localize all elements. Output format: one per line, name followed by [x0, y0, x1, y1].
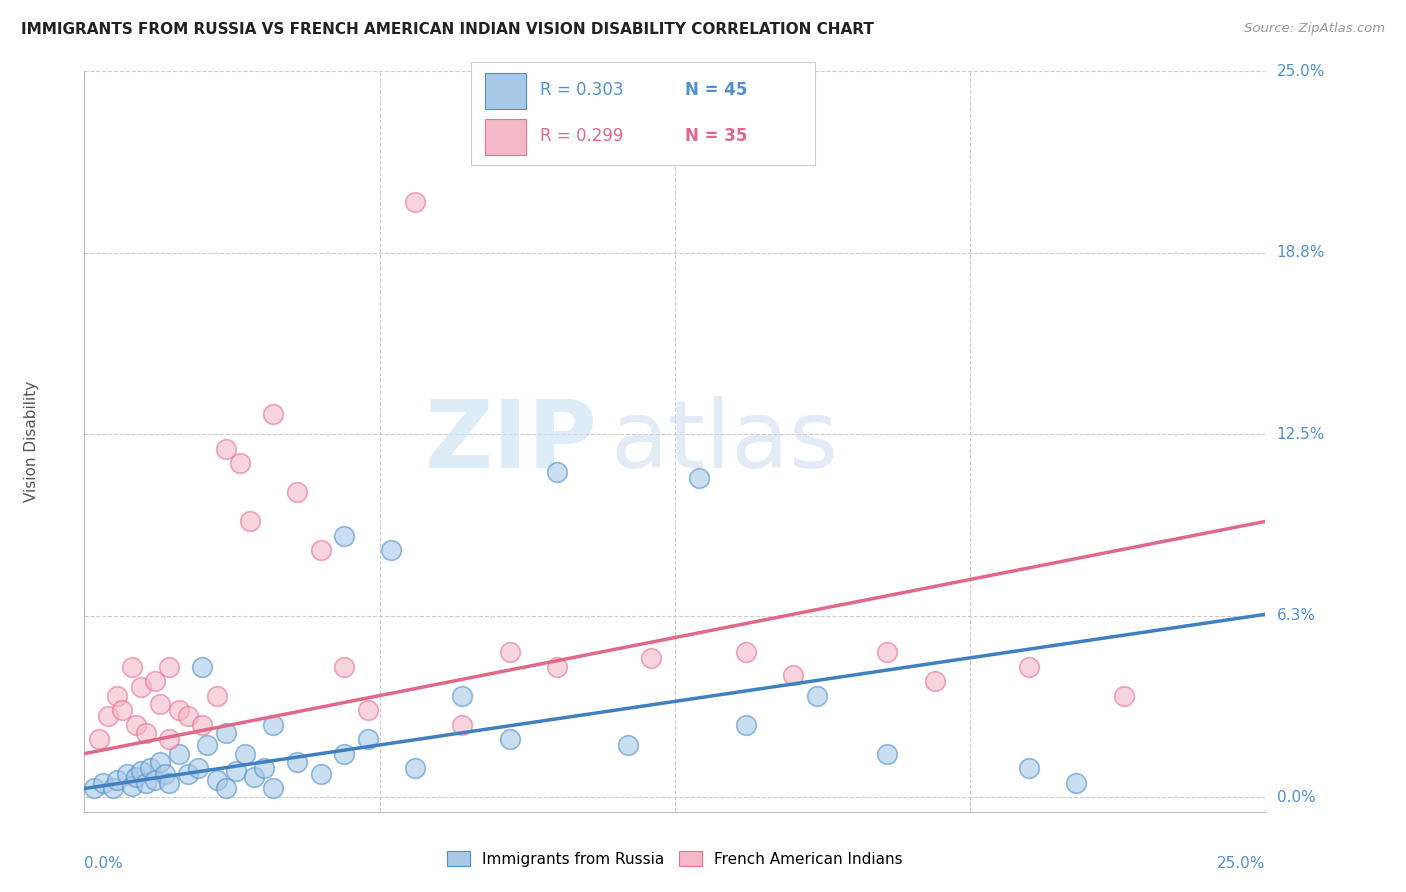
Point: [876, 645, 898, 659]
Point: [1112, 689, 1135, 703]
Point: [149, 698, 172, 712]
Text: R = 0.303: R = 0.303: [540, 81, 623, 99]
Point: [143, 772, 166, 787]
Point: [1066, 775, 1088, 789]
Bar: [485, 73, 526, 109]
Point: [404, 194, 426, 209]
Point: [121, 659, 143, 673]
Point: [195, 738, 218, 752]
Point: [225, 764, 247, 778]
Point: [498, 732, 520, 747]
Text: Source: ZipAtlas.com: Source: ZipAtlas.com: [1244, 22, 1385, 36]
Point: [215, 442, 238, 456]
Point: [806, 689, 828, 703]
Text: N = 35: N = 35: [685, 128, 747, 145]
Point: [139, 761, 162, 775]
Point: [262, 407, 284, 421]
Point: [125, 717, 148, 731]
Bar: [485, 119, 526, 155]
Text: 25.0%: 25.0%: [1218, 856, 1265, 871]
Point: [253, 761, 276, 775]
Text: ZIP: ZIP: [425, 395, 598, 488]
Text: 0.0%: 0.0%: [84, 856, 124, 871]
Point: [157, 732, 180, 747]
Point: [285, 485, 308, 500]
Point: [309, 767, 332, 781]
Point: [333, 659, 356, 673]
Point: [734, 717, 756, 731]
Point: [111, 703, 134, 717]
Point: [233, 747, 256, 761]
Text: N = 45: N = 45: [685, 81, 747, 99]
Point: [239, 515, 262, 529]
Point: [215, 781, 238, 796]
Point: [177, 767, 200, 781]
Point: [924, 674, 946, 689]
Point: [688, 471, 710, 485]
Point: [498, 645, 520, 659]
Point: [153, 767, 176, 781]
Point: [187, 761, 209, 775]
Point: [309, 543, 332, 558]
Point: [177, 709, 200, 723]
Point: [229, 456, 252, 470]
Legend: Immigrants from Russia, French American Indians: Immigrants from Russia, French American …: [439, 843, 911, 874]
Point: [83, 781, 105, 796]
Text: 0.0%: 0.0%: [1277, 789, 1315, 805]
Point: [546, 659, 568, 673]
Text: 25.0%: 25.0%: [1277, 64, 1324, 78]
Text: IMMIGRANTS FROM RUSSIA VS FRENCH AMERICAN INDIAN VISION DISABILITY CORRELATION C: IMMIGRANTS FROM RUSSIA VS FRENCH AMERICA…: [21, 22, 875, 37]
Point: [616, 738, 638, 752]
Point: [262, 717, 284, 731]
Point: [107, 689, 129, 703]
Point: [333, 747, 356, 761]
Point: [215, 726, 238, 740]
Point: [167, 703, 190, 717]
Point: [546, 465, 568, 479]
Text: Vision Disability: Vision Disability: [24, 381, 39, 502]
Point: [205, 689, 228, 703]
Point: [129, 764, 152, 778]
Point: [143, 674, 166, 689]
Point: [157, 775, 180, 789]
Point: [167, 747, 190, 761]
Point: [91, 775, 114, 789]
Point: [734, 645, 756, 659]
Point: [1018, 659, 1040, 673]
Point: [1018, 761, 1040, 775]
Point: [129, 680, 152, 694]
Point: [157, 659, 180, 673]
Point: [115, 767, 138, 781]
Point: [121, 779, 143, 793]
Point: [191, 659, 214, 673]
Text: R = 0.299: R = 0.299: [540, 128, 623, 145]
Point: [205, 772, 228, 787]
Point: [97, 709, 120, 723]
Point: [285, 756, 308, 770]
Point: [135, 726, 157, 740]
Point: [451, 717, 474, 731]
Point: [357, 703, 380, 717]
Point: [135, 775, 157, 789]
Point: [333, 529, 356, 543]
Point: [243, 770, 266, 784]
Text: 12.5%: 12.5%: [1277, 426, 1324, 442]
Point: [876, 747, 898, 761]
Point: [451, 689, 474, 703]
Point: [380, 543, 402, 558]
Point: [404, 761, 426, 775]
Point: [87, 732, 110, 747]
Point: [191, 717, 214, 731]
Text: 6.3%: 6.3%: [1277, 608, 1316, 624]
Point: [125, 770, 148, 784]
Point: [640, 650, 662, 665]
Text: 18.8%: 18.8%: [1277, 245, 1324, 260]
Point: [149, 756, 172, 770]
Point: [101, 781, 124, 796]
Point: [107, 772, 129, 787]
Point: [262, 781, 284, 796]
Point: [357, 732, 380, 747]
Point: [782, 668, 804, 682]
Text: atlas: atlas: [610, 395, 838, 488]
